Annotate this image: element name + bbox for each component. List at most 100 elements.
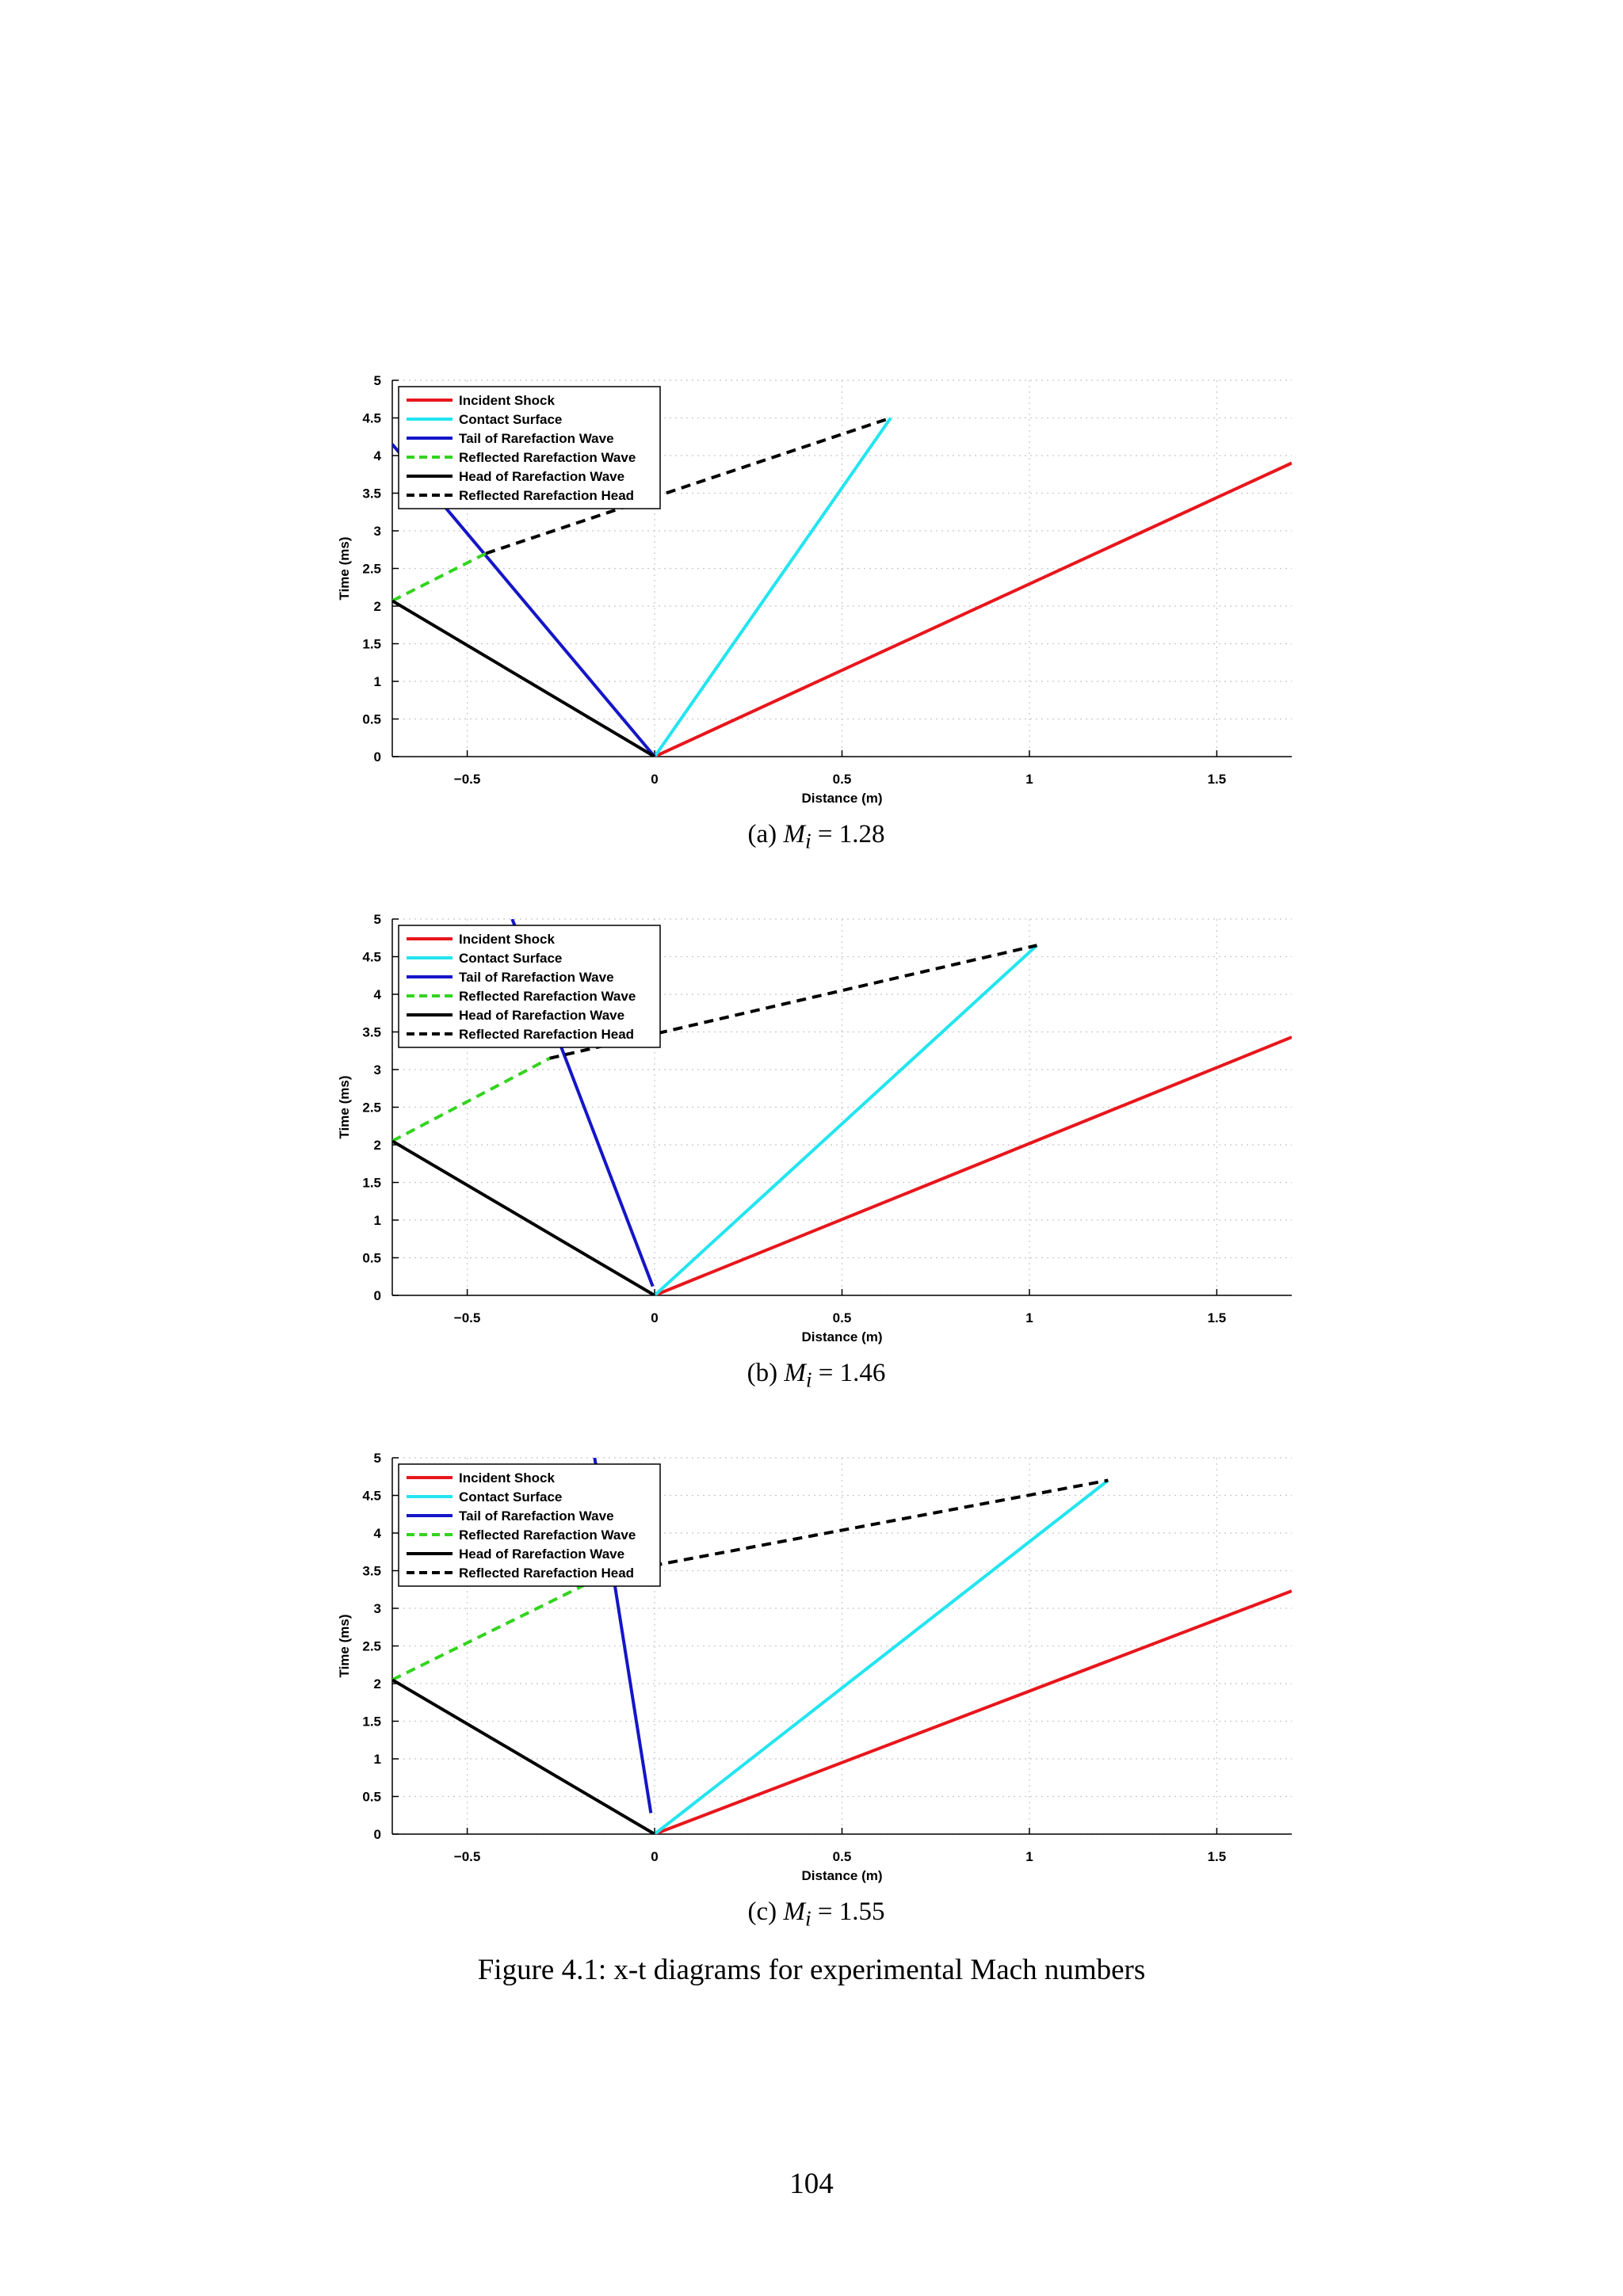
subcaption-label: (b) [747, 1359, 778, 1387]
y-tick-label: 4 [374, 987, 382, 1002]
legend-label: Reflected Rarefaction Wave [459, 1527, 636, 1543]
y-axis-label: Time (ms) [337, 1615, 352, 1678]
y-tick-label: 4 [374, 448, 382, 463]
legend-label: Tail of Rarefaction Wave [459, 431, 614, 446]
series-group [392, 1458, 1292, 1834]
subcaption-label: (a) [747, 820, 777, 849]
y-tick-label: 2.5 [362, 1639, 381, 1654]
y-tick-label: 1 [374, 674, 381, 689]
x-axis-label: Distance (m) [801, 791, 882, 806]
subcaption-subscript: i [804, 1905, 812, 1931]
y-tick-label: 5 [374, 912, 381, 927]
legend-label: Contact Surface [459, 951, 562, 966]
subcaption-symbol: M [784, 1359, 806, 1387]
y-tick-label: 5 [374, 1451, 381, 1466]
legend-label: Reflected Rarefaction Wave [459, 989, 636, 1004]
x-tick-label: 1 [1025, 1849, 1033, 1864]
series-incident-shock [654, 1035, 1292, 1295]
series-incident-shock [654, 1589, 1292, 1834]
x-axis-label: Distance (m) [801, 1868, 882, 1883]
x-tick-label: −0.5 [454, 1849, 481, 1864]
y-tick-label: 2.5 [362, 562, 381, 577]
x-tick-label: −0.5 [454, 772, 481, 787]
y-tick-label: 1.5 [362, 1714, 381, 1730]
legend-label: Contact Surface [459, 1489, 562, 1505]
y-axis-label: Time (ms) [337, 1076, 352, 1139]
subcaption-a: (a) Mi = 1.28 [317, 820, 1316, 854]
legend-label: Tail of Rarefaction Wave [459, 970, 614, 985]
series-head-of-rarefaction-wave [392, 599, 656, 757]
y-tick-label: 0 [374, 749, 381, 765]
x-tick-label: 0.5 [833, 1310, 852, 1325]
subcaption-value: = 1.46 [818, 1359, 886, 1387]
series-contact-surface [653, 1478, 1109, 1834]
legend-label: Tail of Rarefaction Wave [459, 1508, 614, 1524]
series-reflected-rarefaction-wave [392, 1573, 607, 1682]
subcaption-c: (c) Mi = 1.55 [317, 1897, 1316, 1932]
y-tick-label: 0.5 [362, 1790, 381, 1805]
subfigure-c: −0.5 0 0.5 1 1.5 0 0.5 1 1.5 2 2.5 3 3.5 4 4.5 5 Distanc… [317, 1442, 1316, 1933]
x-tick-label: 1 [1025, 772, 1033, 787]
xt-diagram-b: −0.5 0 0.5 1 1.5 0 0.5 1 1.5 2 2.5 3 3.5 4 4.5 5 Distanc… [337, 912, 1292, 1344]
subcaption-value: = 1.28 [817, 820, 885, 849]
legend-box [398, 925, 661, 1048]
series-reflected-rarefaction-wave [392, 1056, 551, 1143]
y-tick-label: 1.5 [362, 1176, 381, 1191]
subcaption-subscript: i [804, 828, 812, 853]
series-reflected-rarefaction-wave [392, 551, 487, 603]
legend-label: Head of Rarefaction Wave [459, 469, 624, 484]
legend-box [398, 386, 661, 509]
subcaption-subscript: i [805, 1367, 812, 1392]
y-tick-label: 0 [374, 1288, 381, 1303]
y-tick-label: 4.5 [362, 411, 381, 426]
series-incident-shock [654, 461, 1292, 757]
x-tick-label: 1.5 [1208, 772, 1227, 787]
xt-diagram-c: −0.5 0 0.5 1 1.5 0 0.5 1 1.5 2 2.5 3 3.5 4 4.5 5 Distanc… [337, 1451, 1292, 1883]
y-tick-label: 3.5 [362, 1564, 381, 1579]
legend-label: Head of Rarefaction Wave [459, 1008, 624, 1023]
subcaption-label: (c) [747, 1897, 777, 1926]
y-tick-label: 1 [374, 1213, 381, 1228]
y-tick-label: 3 [374, 1062, 381, 1077]
subcaption-symbol: M [783, 1897, 805, 1926]
x-axis-label: Distance (m) [801, 1329, 882, 1344]
y-tick-label: 1.5 [362, 637, 381, 652]
series-contact-surface [653, 417, 892, 757]
legend-label: Reflected Rarefaction Head [459, 1027, 634, 1042]
legend-label: Head of Rarefaction Wave [459, 1547, 624, 1562]
legend-label: Incident Shock [459, 932, 555, 947]
y-tick-label: 2 [374, 1676, 381, 1691]
subfigure-b: −0.5 0 0.5 1 1.5 0 0.5 1 1.5 2 2.5 3 3.5 4 4.5 5 Distanc… [317, 903, 1316, 1394]
subcaption-value: = 1.55 [817, 1897, 885, 1926]
legend-label: Reflected Rarefaction Head [459, 1566, 634, 1581]
y-tick-label: 2 [374, 599, 381, 614]
x-tick-label: 0 [651, 1310, 658, 1325]
x-tick-label: −0.5 [454, 1310, 481, 1325]
series-reflected-rarefaction-head [605, 1478, 1109, 1577]
x-tick-label: 1.5 [1208, 1849, 1227, 1864]
x-tick-label: 0.5 [833, 772, 852, 787]
x-tick-label: 1 [1025, 1310, 1033, 1325]
legend-box [398, 1463, 661, 1587]
x-tick-label: 0 [651, 1849, 658, 1864]
y-tick-label: 3 [374, 524, 381, 539]
subcaption-symbol: M [783, 820, 805, 849]
y-tick-label: 0 [374, 1827, 381, 1842]
legend-label: Incident Shock [459, 393, 555, 408]
y-tick-label: 4.5 [362, 950, 381, 965]
legend-label: Contact Surface [459, 412, 562, 427]
series-head-of-rarefaction-wave [392, 1678, 656, 1834]
x-tick-label: 0.5 [833, 1849, 852, 1864]
series-head-of-rarefaction-wave [392, 1139, 656, 1295]
y-tick-label: 2 [374, 1138, 381, 1153]
series-group [392, 416, 1292, 757]
subfigure-a: −0.5 0 0.5 1 1.5 0 0.5 1 1.5 2 2.5 3 3.5 4 4.5 5 Distanc… [317, 364, 1316, 856]
y-tick-label: 3 [374, 1601, 381, 1616]
legend-label: Reflected Rarefaction Head [459, 488, 634, 503]
series-contact-surface [653, 944, 1038, 1295]
x-tick-label: 0 [651, 772, 658, 787]
y-tick-label: 3.5 [362, 486, 381, 502]
figure-caption: Figure 4.1: x-t diagrams for experimenta… [477, 1954, 1146, 1986]
y-tick-label: 0.5 [362, 712, 381, 727]
legend-label: Reflected Rarefaction Wave [459, 450, 636, 465]
